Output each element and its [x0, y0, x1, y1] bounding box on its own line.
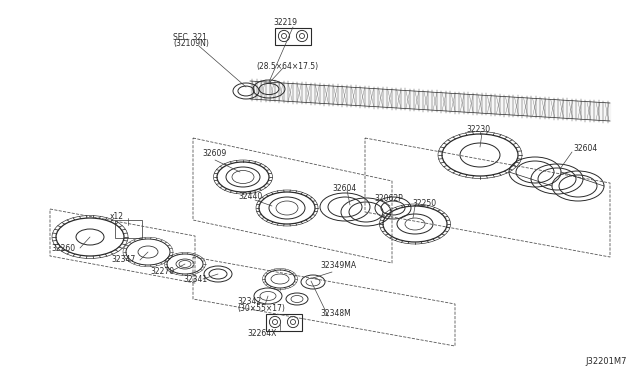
Text: J32201M7: J32201M7: [585, 357, 627, 366]
Text: 32440: 32440: [238, 192, 262, 201]
Bar: [115, 220, 142, 238]
Text: SEC. 321: SEC. 321: [173, 32, 207, 42]
Text: 32219: 32219: [273, 17, 297, 26]
Text: 32260: 32260: [51, 244, 75, 253]
Text: 32348M: 32348M: [320, 308, 351, 317]
Text: x12: x12: [110, 212, 124, 221]
Text: (32109N): (32109N): [173, 38, 209, 48]
Text: 32264X: 32264X: [247, 330, 276, 339]
Text: 32230: 32230: [466, 125, 490, 134]
Text: 32609: 32609: [202, 148, 227, 157]
Text: 32342: 32342: [237, 298, 261, 307]
Text: 32250: 32250: [412, 199, 436, 208]
Text: 32604: 32604: [573, 144, 597, 153]
Bar: [266, 314, 302, 330]
Text: 32349MA: 32349MA: [320, 262, 356, 270]
Text: (28.5×64×17.5): (28.5×64×17.5): [256, 61, 318, 71]
Text: 32347: 32347: [111, 256, 135, 264]
Text: 32062P: 32062P: [374, 193, 403, 202]
Text: (30×55×17): (30×55×17): [237, 305, 285, 314]
Bar: [275, 28, 311, 45]
Text: 32270: 32270: [150, 267, 174, 276]
Text: 32341: 32341: [183, 276, 207, 285]
Text: 32604: 32604: [332, 183, 356, 192]
